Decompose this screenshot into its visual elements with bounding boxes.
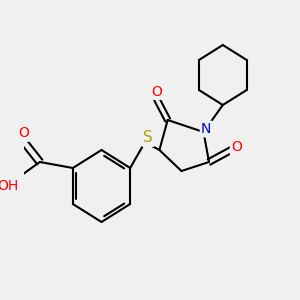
Text: O: O: [231, 140, 242, 154]
Text: O: O: [18, 127, 29, 140]
Text: S: S: [143, 130, 153, 146]
Text: N: N: [201, 122, 211, 136]
Text: OH: OH: [0, 179, 19, 193]
Text: O: O: [151, 85, 162, 98]
